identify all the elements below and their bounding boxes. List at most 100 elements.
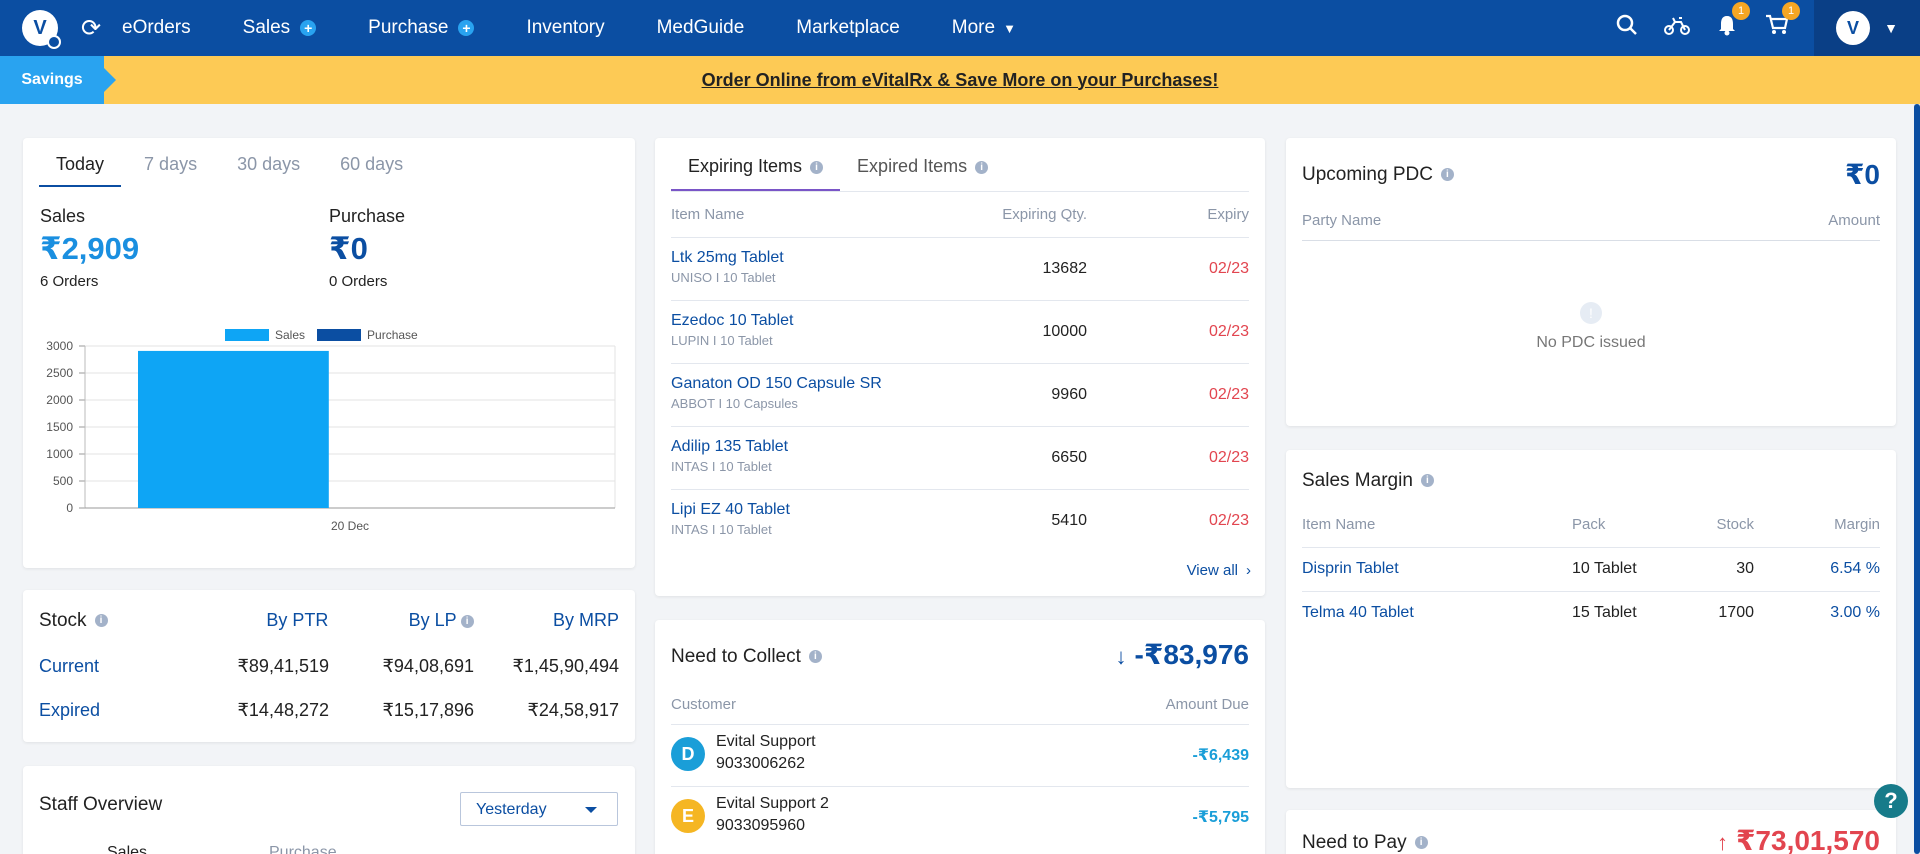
tab-60-days[interactable]: 60 days [340, 154, 404, 174]
item-cell: Adilip 135 Tablet INTAS I 10 Tablet [671, 438, 788, 474]
staff-period-value: Yesterday [476, 801, 547, 818]
y-tick-label: 500 [53, 474, 73, 488]
customer-row[interactable]: E Evital Support 2 9033095960 -₹5,795 [671, 786, 1249, 848]
y-tick-label: 2000 [46, 393, 73, 407]
purchase-orders: 0 Orders [329, 273, 388, 290]
staff-col-purchase: Purchase [269, 844, 337, 854]
item-meta: ABBOT I 10 Capsules [671, 396, 798, 411]
item-name[interactable]: Adilip 135 Tablet [671, 438, 789, 455]
help-button[interactable]: ? [1874, 784, 1908, 818]
info-icon[interactable]: i [1440, 168, 1454, 182]
collect-title: Need to Collect i [671, 646, 822, 668]
item-name[interactable]: Lipi EZ 40 Tablet [671, 501, 790, 518]
info-icon[interactable]: i [808, 650, 822, 664]
col-pack: Pack [1572, 516, 1606, 533]
nav-sales[interactable]: Sales + [243, 17, 317, 39]
purchase-label: Purchase [329, 206, 406, 226]
y-tick-label: 0 [66, 501, 73, 515]
item-name[interactable]: Ganaton OD 150 Capsule SR [671, 375, 882, 392]
sales-label: Sales [40, 206, 86, 226]
period-tabs: Today 7 days 30 days 60 days [39, 154, 426, 187]
chevron-down-icon: ▼ [1003, 20, 1016, 36]
profile-menu[interactable]: V ▼ [1814, 0, 1920, 56]
info-icon[interactable]: i [1414, 836, 1428, 850]
item-cell: Ezedoc 10 Tablet LUPIN I 10 Tablet [671, 312, 793, 348]
info-icon[interactable]: i [94, 614, 108, 628]
info-icon[interactable]: i [460, 614, 474, 628]
scrollbar-thumb[interactable] [1914, 104, 1920, 854]
expiring-items-card: Expiring Items i Expired Items i Item Name… [655, 138, 1265, 596]
stock-value: ₹15,17,896 [382, 700, 474, 720]
nav-inventory[interactable]: Inventory [526, 17, 604, 39]
cart-icon[interactable]: 1 [1764, 2, 1800, 42]
stock-row-label[interactable]: Expired [39, 700, 101, 720]
col-amount: Amount [1828, 212, 1880, 229]
collect-total-value: -₹83,976 [1134, 639, 1249, 670]
view-all-text: View all [1186, 562, 1238, 579]
item-name[interactable]: Telma 40 Tablet [1302, 604, 1414, 621]
item-stock: 1700 [1718, 604, 1754, 621]
nav-eorders-label: eOrders [122, 17, 191, 38]
item-stock: 30 [1736, 560, 1754, 577]
stock-header: By PTR By LP i By MRP [183, 610, 619, 631]
table-row[interactable]: Ganaton OD 150 Capsule SR ABBOT I 10 Caps… [671, 363, 1249, 426]
chevron-right-icon: › [1246, 562, 1251, 579]
item-meta: INTAS I 10 Tablet [671, 459, 772, 474]
tab-30-days[interactable]: 30 days [237, 154, 301, 174]
legend-label-sales: Sales [275, 328, 306, 342]
pdc-title: Upcoming PDC i [1302, 164, 1454, 186]
item-name[interactable]: Ezedoc 10 Tablet [671, 312, 794, 329]
nav-marketplace[interactable]: Marketplace [796, 17, 900, 39]
customer-row[interactable]: D Evital Support 9033006262 -₹6,439 [671, 724, 1249, 786]
sales-margin-card: Sales Margin i Item Name Pack Stock Margi… [1286, 450, 1896, 788]
notification-bell-icon[interactable]: 1 [1714, 2, 1750, 42]
info-icon[interactable]: i [1420, 474, 1434, 488]
pdc-empty-state: ! No PDC issued [1286, 302, 1896, 352]
search-icon[interactable] [1614, 14, 1640, 42]
tab-expired-items[interactable]: Expired Items i [840, 156, 1005, 191]
refresh-icon[interactable]: ⟳ [80, 14, 102, 42]
nav-purchase[interactable]: Purchase + [368, 17, 475, 39]
item-name[interactable]: Ltk 25mg Tablet [671, 249, 784, 266]
tab-today[interactable]: Today [39, 154, 122, 187]
sales-add-icon[interactable]: + [300, 20, 317, 36]
tab-expiring-items[interactable]: Expiring Items i [671, 156, 841, 191]
purchase-add-icon[interactable]: + [458, 20, 475, 36]
margin-row[interactable]: Telma 40 Tablet 15 Tablet 1700 3.00 % [1302, 591, 1880, 635]
chart-legend: Sales Purchase [225, 328, 418, 342]
col-by-mrp: By MRP [552, 610, 619, 630]
table-row[interactable]: Ezedoc 10 Tablet LUPIN I 10 Tablet 10000 02… [671, 300, 1249, 363]
table-row[interactable]: Lipi EZ 40 Tablet INTAS I 10 Tablet 5410 02… [671, 489, 1249, 552]
item-meta: INTAS I 10 Tablet [671, 522, 772, 537]
item-name[interactable]: Disprin Tablet [1302, 560, 1399, 577]
view-all-link[interactable]: View all › [1187, 562, 1251, 579]
info-icon[interactable]: i [975, 160, 989, 174]
x-tick-label: 20 Dec [331, 519, 369, 533]
tab-expiring-label: Expiring Items [688, 156, 803, 176]
delivery-bike-icon[interactable] [1664, 14, 1690, 42]
bar-sales [138, 350, 329, 508]
col-expiring-qty: Expiring Qty. [1002, 206, 1087, 223]
tab-7-days[interactable]: 7 days [144, 154, 198, 174]
expiry-date: 02/23 [1208, 260, 1249, 277]
app-logo[interactable]: V [22, 10, 61, 49]
savings-tag: Savings [0, 56, 116, 104]
y-tick-label: 1000 [46, 447, 73, 461]
promo-link[interactable]: Order Online from eVitalRx & Save More o… [701, 69, 1219, 90]
purchase-value: ₹0 [329, 231, 368, 266]
expiry-date: 02/23 [1208, 323, 1249, 340]
margin-row[interactable]: Disprin Tablet 10 Tablet 30 6.54 % [1302, 547, 1880, 591]
staff-period-select[interactable]: Yesterday [460, 792, 618, 826]
nav-eorders[interactable]: eOrders [122, 17, 191, 39]
collect-title-text: Need to Collect [671, 646, 801, 667]
need-to-pay-card: Need to Pay i ↑ ₹73,01,570 [1286, 810, 1896, 854]
customer-phone: 9033095960 [716, 817, 805, 834]
nav-more[interactable]: More ▼ [952, 17, 1016, 39]
tab-expired-label: Expired Items [857, 156, 968, 176]
stock-row-label[interactable]: Current [39, 656, 100, 676]
nav-medguide[interactable]: MedGuide [657, 17, 745, 39]
info-icon[interactable]: i [810, 160, 824, 174]
expiry-date: 02/23 [1208, 512, 1249, 529]
table-row[interactable]: Ltk 25mg Tablet UNISO I 10 Tablet 13682 02/… [671, 237, 1249, 300]
table-row[interactable]: Adilip 135 Tablet INTAS I 10 Tablet 6650 02… [671, 426, 1249, 489]
